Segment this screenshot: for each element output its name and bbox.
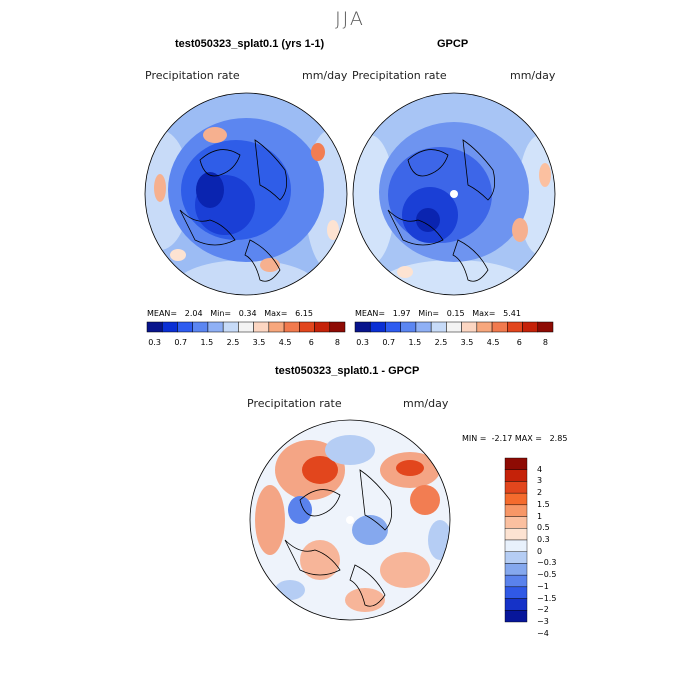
colorbar-swatch (504, 598, 528, 611)
colorbar-swatch (192, 321, 209, 333)
colorbar-swatch (161, 321, 178, 333)
colorbar-tick-label: 6 (308, 338, 314, 347)
max-value: 5.41 (503, 309, 521, 318)
mean-label: MEAN= (147, 309, 178, 318)
colorbar-swatch (504, 492, 528, 506)
panel-title-obs: GPCP (437, 38, 469, 50)
mean-value: 1.97 (392, 309, 411, 318)
colorbar-swatch (461, 321, 478, 333)
variable-label-obs: Precipitation rate (352, 69, 447, 82)
colorbar-swatch (537, 321, 554, 333)
min-value: 0.34 (238, 309, 257, 318)
mean-value: 2.04 (184, 309, 203, 318)
min-value: 0.15 (446, 309, 465, 318)
colorbar-ticks-model: 0.3 0.7 1.5 2.5 3.5 4.5 6 8 (0, 338, 700, 350)
colorbar-swatch (446, 321, 462, 333)
colorbar-swatch (329, 321, 346, 333)
colorbar-swatch (430, 321, 447, 333)
colorbar-swatch (504, 528, 528, 541)
colorbar-swatch (504, 457, 528, 470)
colorbar-tick-label: 3.5 (460, 338, 474, 347)
colorbar-swatch (238, 321, 254, 333)
colorbar-swatch (354, 321, 371, 333)
max-value: 6.15 (295, 309, 313, 318)
colorbar-swatch (504, 539, 528, 552)
colorbar-swatch (222, 321, 239, 333)
colorbar-swatch (504, 481, 528, 494)
mean-label: MEAN= (355, 309, 386, 318)
colorbar-swatch (504, 469, 528, 482)
colorbar-tick-label: 4.5 (486, 338, 500, 347)
colorbar-tick-label: 0.7 (382, 338, 396, 347)
colorbar-ticks-obs: 0.3 0.7 1.5 2.5 3.5 4.5 6 8 (0, 338, 700, 350)
colorbar-model (146, 321, 346, 333)
colorbar-swatch (504, 551, 528, 564)
colorbar-swatch (504, 586, 528, 599)
colorbar-swatch (385, 321, 401, 333)
min-label: MIN = (462, 434, 487, 443)
polar-map-obs (352, 92, 556, 296)
colorbar-swatch (504, 574, 528, 588)
colorbar-tick-label: 1.5 (408, 338, 422, 347)
colorbar-swatch (491, 321, 508, 333)
min-label: Min= (210, 309, 232, 318)
colorbar-swatch (522, 321, 539, 333)
colorbar-swatch (299, 321, 315, 333)
max-label: Max= (472, 309, 496, 318)
units-label-diff: mm/day (403, 397, 449, 410)
colorbar-swatch (283, 321, 300, 333)
colorbar-tick-label: 0.3 (148, 338, 161, 347)
colorbar-tick-label: 2.5 (226, 338, 240, 347)
season-title: JJA (335, 8, 365, 30)
colorbar-swatch (504, 504, 528, 517)
panel-title-diff: test050323_splat0.1 - GPCP (275, 365, 420, 377)
max-label: Max= (264, 309, 288, 318)
colorbar-diff (504, 457, 528, 623)
colorbar-tick-label: 1.5 (200, 338, 214, 347)
colorbar-tick-label: 6 (516, 338, 522, 347)
max-value: 2.85 (549, 434, 568, 443)
colorbar-tick-label: 3.5 (252, 338, 266, 347)
colorbar-tick-label: 0.7 (174, 338, 188, 347)
colorbar-tick-label: 4.5 (278, 338, 292, 347)
units-label-model: mm/day (302, 69, 348, 82)
colorbar-obs (354, 321, 554, 333)
colorbar-swatch (476, 321, 493, 333)
colorbar-swatch (504, 610, 528, 623)
colorbar-swatch (177, 321, 193, 333)
colorbar-swatch (268, 321, 285, 333)
colorbar-tick-label: 8 (542, 338, 548, 347)
stats-obs: MEAN= 1.97 Min= 0.15 Max= 5.41 (355, 309, 521, 318)
min-value: -2.17 (491, 434, 513, 443)
colorbar-swatch (369, 321, 386, 333)
max-label: MAX = (514, 434, 542, 443)
colorbar-swatch (400, 321, 417, 333)
colorbar-swatch (415, 321, 432, 333)
colorbar-tick-label: 8 (334, 338, 340, 347)
colorbar-tick-label: 0.3 (356, 338, 369, 347)
variable-label-diff: Precipitation rate (247, 397, 342, 410)
units-label-obs: mm/day (510, 69, 556, 82)
stats-model: MEAN= 2.04 Min= 0.34 Max= 6.15 (147, 309, 313, 318)
colorbar-swatch (146, 321, 163, 333)
stats-diff: MIN = -2.17 MAX = 2.85 (462, 434, 567, 443)
colorbar-tick-label: 2.5 (434, 338, 448, 347)
colorbar-swatch (207, 321, 224, 333)
colorbar-swatch (507, 321, 523, 333)
colorbar-swatch (504, 563, 528, 576)
panel-title-model: test050323_splat0.1 (yrs 1-1) (175, 38, 325, 50)
polar-map-model (144, 92, 348, 296)
min-label: Min= (418, 309, 440, 318)
colorbar-swatch (314, 321, 331, 333)
colorbar-swatch (504, 516, 528, 529)
variable-label-model: Precipitation rate (145, 69, 240, 82)
colorbar-swatch (253, 321, 270, 333)
polar-map-diff (249, 419, 451, 621)
